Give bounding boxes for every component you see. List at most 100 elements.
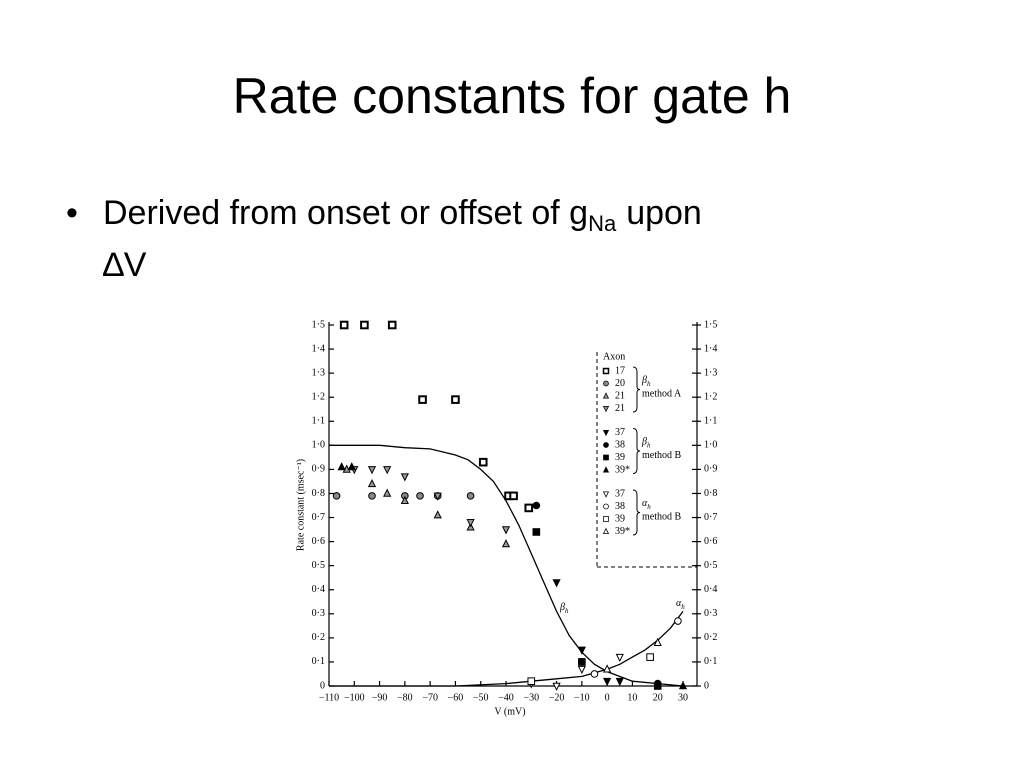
data-point [552, 579, 561, 588]
legend-group-symbol: α [642, 498, 648, 509]
legend-group-symbol: β [641, 437, 647, 448]
data-point [400, 473, 409, 482]
legend-swatch [603, 503, 609, 510]
data-point [383, 466, 392, 475]
legend-swatch [603, 454, 609, 461]
data-point [367, 478, 377, 488]
data-point [509, 491, 518, 501]
data-point [501, 526, 511, 535]
legend-entry: 37 [615, 427, 625, 438]
x-tick-label: −60 [448, 692, 464, 703]
y-tick-label: 1·4 [312, 343, 325, 354]
data-point [368, 492, 376, 500]
data-point [347, 462, 356, 471]
x-tick-label: −110 [319, 692, 339, 703]
curve-label: αh [676, 598, 685, 610]
legend-swatch [602, 367, 610, 375]
x-tick-label: −70 [422, 692, 438, 703]
legend-group-label: βh [641, 437, 651, 449]
legend-group-subscript: h [647, 441, 651, 449]
bullet-tail: upon [626, 194, 702, 232]
y-tick-label: 1·1 [312, 416, 325, 427]
x-tick-label: −80 [397, 692, 413, 703]
y2-tick-label: 1·0 [704, 440, 717, 451]
legend-brace [632, 428, 641, 474]
y-tick-label: 0·9 [312, 464, 325, 475]
legend-entry: 38 [615, 439, 625, 450]
y2-tick-label: 0·3 [704, 608, 717, 619]
legend-entry: 21 [615, 390, 625, 401]
y-tick-label: 0 [320, 680, 325, 691]
data-point [603, 677, 612, 687]
y-tick-label: 1·5 [312, 319, 325, 330]
y-tick-label: 0·3 [312, 608, 325, 619]
data-point [387, 320, 397, 330]
data-point [674, 617, 682, 625]
data-point [501, 539, 511, 548]
bullet-main: Derived from onset or offset of g [103, 194, 588, 232]
bullet-text: Derived from onset or offset of gNa upon [103, 194, 702, 236]
data-point [590, 670, 599, 678]
x-tick-label: −100 [344, 692, 365, 703]
bullet-line2: ∆V [103, 246, 147, 284]
legend-swatch [603, 380, 609, 387]
legend-swatch [602, 491, 610, 498]
y-tick-label: 0·1 [312, 656, 325, 667]
x-tick-label: −20 [549, 692, 565, 703]
data-point [646, 653, 654, 661]
y2-tick-label: 0·2 [704, 632, 717, 643]
legend-group-label: βh [641, 375, 651, 387]
legend-group-method: method B [642, 511, 681, 522]
fit-curve [329, 444, 684, 687]
legend-entry: 39* [615, 526, 630, 537]
legend-entry: 39* [615, 464, 630, 475]
y-tick-label: 0·5 [312, 560, 325, 571]
legend-swatch [603, 516, 609, 522]
data-point [418, 395, 427, 404]
slide-title: Rate constants for gate h [233, 68, 792, 124]
bullet-subscript: Na [588, 211, 617, 236]
data-point [603, 664, 612, 673]
data-point [653, 637, 662, 646]
data-point [577, 646, 586, 655]
y2-tick-label: 1·3 [704, 367, 717, 378]
data-point [532, 528, 541, 536]
legend-group-symbol: β [641, 375, 647, 386]
y-tick-label: 0·4 [312, 584, 325, 595]
y2-tick-label: 0·1 [704, 656, 717, 667]
chart: 0 0·1 0·2 0·3 0·4 0·5 0·6 0·7 0·8 0·9 1·0 1·1 1·2 1·3… [295, 319, 717, 717]
curve-label: βh [559, 602, 569, 614]
data-point [527, 677, 536, 685]
legend-entry: 37 [615, 488, 625, 499]
y-tick-label: 1·0 [312, 440, 325, 451]
curve-label-subscript: h [681, 603, 685, 611]
data-point [332, 492, 341, 500]
bullet-dot: • [66, 194, 78, 232]
legend-entry: 39 [615, 452, 625, 463]
data-point [337, 462, 346, 471]
legend-group-subscript: h [647, 503, 651, 511]
y-tick-label: 0·7 [312, 512, 325, 523]
data-point [360, 320, 369, 330]
curve-label-symbol: β [559, 602, 565, 613]
y-tick-label: 0·8 [312, 488, 325, 499]
data-point [433, 510, 442, 519]
y2-tick-label: 0·8 [704, 488, 717, 499]
x-tick-label: −50 [473, 692, 489, 703]
y-axis-label: Rate constant (msec⁻¹) [295, 459, 306, 551]
y-tick-label: 0·6 [312, 536, 325, 547]
y2-tick-label: 0 [704, 680, 709, 691]
y2-tick-label: 0·9 [704, 464, 717, 475]
data-point [478, 457, 488, 467]
data-point [578, 658, 586, 666]
fit-curve [329, 611, 684, 687]
legend-swatch [602, 430, 610, 437]
data-point [615, 653, 624, 663]
data-point [383, 488, 392, 497]
y-tick-label: 1·3 [312, 367, 325, 378]
data-point [416, 492, 424, 500]
y2-tick-label: 0·5 [704, 560, 717, 571]
x-tick-label: −10 [574, 692, 590, 703]
data-point [653, 682, 662, 690]
data-point [339, 320, 349, 330]
